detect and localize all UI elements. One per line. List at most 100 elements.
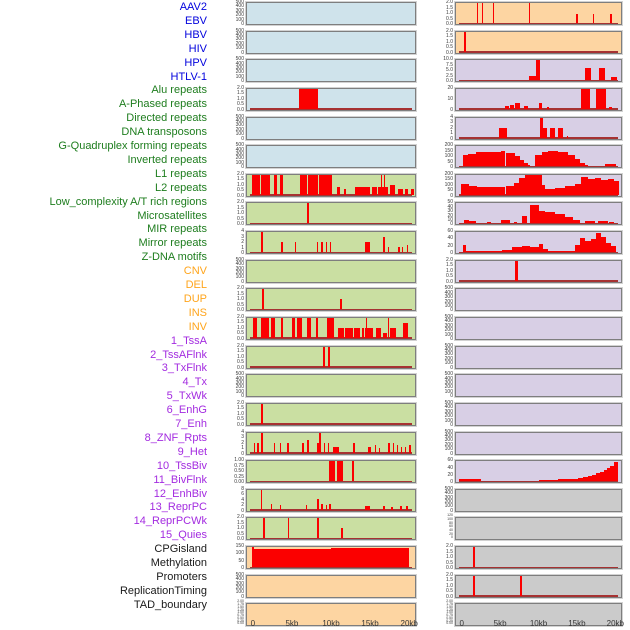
y-tick-label: 2.0 [446,543,453,550]
panel-a-phased-repeats [245,201,417,227]
y-tick-label: 400 [444,404,453,411]
y-tick-label: 400 [444,375,453,382]
row-label-2-tssaflnk: 2_TssAFlnk [150,348,207,361]
y-tick-label: 2.0 [446,27,453,34]
y-tick-label: 0.00 [446,621,453,626]
bar [548,479,559,482]
bar [473,575,475,596]
bar [502,249,513,253]
bar [564,185,575,195]
y-tick-label: 400 [444,289,453,296]
x-tick-label-left-15kb: 15kb [361,619,379,628]
y-tick-label: 0 [450,135,453,142]
bar [515,260,518,281]
y-tick-label: 50 [447,158,453,165]
y-tick-label: 200 [235,69,244,76]
panel-inv [454,29,623,55]
y-tick-label: 1.0 [237,525,244,532]
bar [280,317,284,338]
y-tick-label: 200 [235,384,244,391]
row-label-l2-repeats: L2 repeats [155,181,207,194]
bar [606,243,612,253]
y-tick-label: 4 [450,113,453,120]
y-tick-label: 0.5 [237,359,244,366]
bar [388,317,390,338]
bar [406,506,408,510]
y-tick-label: 0 [241,565,244,572]
bar [597,221,608,224]
bar [596,473,601,482]
bar [558,479,567,482]
bar [538,244,544,253]
y-tick-label: 0.0 [237,536,244,543]
y-tick-label: 1.0 [446,38,453,45]
bar [518,177,526,195]
x-tick-label-left-10kb: 10kb [322,619,340,628]
signal-baseline [459,280,618,282]
bar [576,14,578,23]
bar [404,446,407,453]
bar [541,151,549,167]
y-tick-label: 0 [450,450,453,457]
y-tick-label: 200 [235,269,244,276]
bar [574,245,580,253]
y-tick-label: 500 [235,56,244,63]
panel-11-bivflnk [454,344,623,370]
bar [253,442,256,453]
x-tick-label-left-0: 0 [250,619,256,628]
bar [543,249,549,253]
bar [606,468,611,482]
bar [596,88,607,109]
bar [398,188,404,195]
x-tick-label-left-5kb: 5kb [285,619,299,628]
bar [319,174,332,195]
y-tick-label: 300 [235,150,244,157]
bar [364,327,374,338]
y-tick-label: 1.0 [446,267,453,274]
bar [467,153,476,167]
y-tick-label: 0.0 [446,78,453,85]
y-tick-label: 0.5 [446,588,453,595]
bar [545,212,555,224]
y-tick-label: 0.75 [237,613,244,618]
bar [512,247,522,253]
bar [261,432,263,453]
y-tick-label: 400 [235,32,244,39]
y-tick-label: 100 [444,388,453,395]
y-tick-label: 0.5 [237,416,244,423]
y-tick-label: 0 [241,507,244,514]
signal-baseline [459,108,618,110]
bar [613,461,619,482]
panel-directed-repeats [245,230,417,256]
panel-htlv-1 [245,144,417,170]
row-label-1-tssa: 1_TssA [170,334,207,347]
bar [528,3,531,23]
bar [594,177,602,195]
bar [546,106,550,109]
bar [352,442,355,453]
panel-hbv [245,58,417,84]
bar [254,549,331,568]
y-tick-label: 500 [235,571,244,578]
panel-ins [454,1,623,26]
bar [525,174,542,195]
y-tick-label: 0 [450,335,453,342]
bar [299,88,319,109]
y-tick-label: 4 [241,496,244,503]
bar [392,442,395,453]
y-tick-label: 2 [241,239,244,246]
panel-13-reprpc [454,401,623,427]
y-tick-label: 500 [235,256,244,263]
row-label-8-znf-rpts: 8_ZNF_Rpts [144,431,207,444]
y-tick-label: 2.0 [237,170,244,177]
y-tick-label: 0.0 [237,364,244,371]
bar [573,478,579,482]
y-tick-label: 400 [444,432,453,439]
panel-2-tssaflnk [454,86,623,112]
bar [325,504,328,510]
bar [579,238,585,253]
y-tick-label: 0 [451,535,453,540]
y-tick-label: 200 [444,441,453,448]
row-label-ins: INS [188,306,207,319]
y-tick-label: 0 [241,250,244,257]
